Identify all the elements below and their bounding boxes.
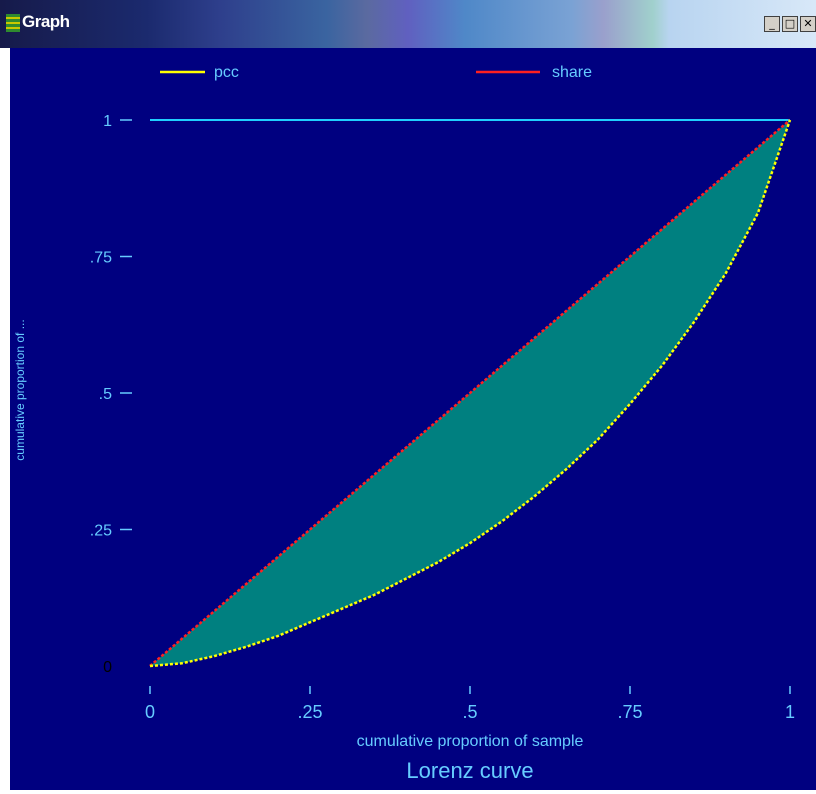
graph-app-icon [6,14,20,32]
close-button[interactable]: ✕ [800,16,816,32]
maximize-button[interactable]: □ [782,16,798,32]
x-tick-label: 0 [145,702,155,722]
legend: pcc share [160,64,592,81]
y-axis-label: cumulative proportion of ... [13,319,27,460]
x-tick-label: 1 [785,702,795,722]
x-tick-label: .5 [462,702,477,722]
y-tick-label: 1 [103,113,112,130]
window-title: Graph [22,12,70,31]
window-controls: _ □ ✕ [762,16,816,34]
lines-layer [149,119,792,668]
labels-layer: cumulative proportion of sample Lorenz cu… [13,319,583,783]
plot-background [10,48,816,790]
y-tick-label: .75 [90,250,112,267]
y-tick-label: .5 [99,386,112,403]
ticks-layer: 0 .25 .5 .75 1 0 .25 .5 .75 1 [90,113,795,722]
chart-title: Lorenz curve [406,758,533,783]
legend-label: pcc [214,64,239,81]
y-tick-label: .25 [90,523,112,540]
x-tick-label: .75 [617,702,642,722]
y-tick-label: 0 [103,659,112,676]
series-line-pcc [149,119,792,668]
minimize-button[interactable]: _ [764,16,780,32]
title-bar[interactable]: Graph _ □ ✕ [0,0,816,48]
legend-label: share [552,64,592,81]
x-axis-label: cumulative proportion of sample [357,733,584,750]
x-tick-label: .25 [297,702,322,722]
series-line-share [149,119,791,667]
